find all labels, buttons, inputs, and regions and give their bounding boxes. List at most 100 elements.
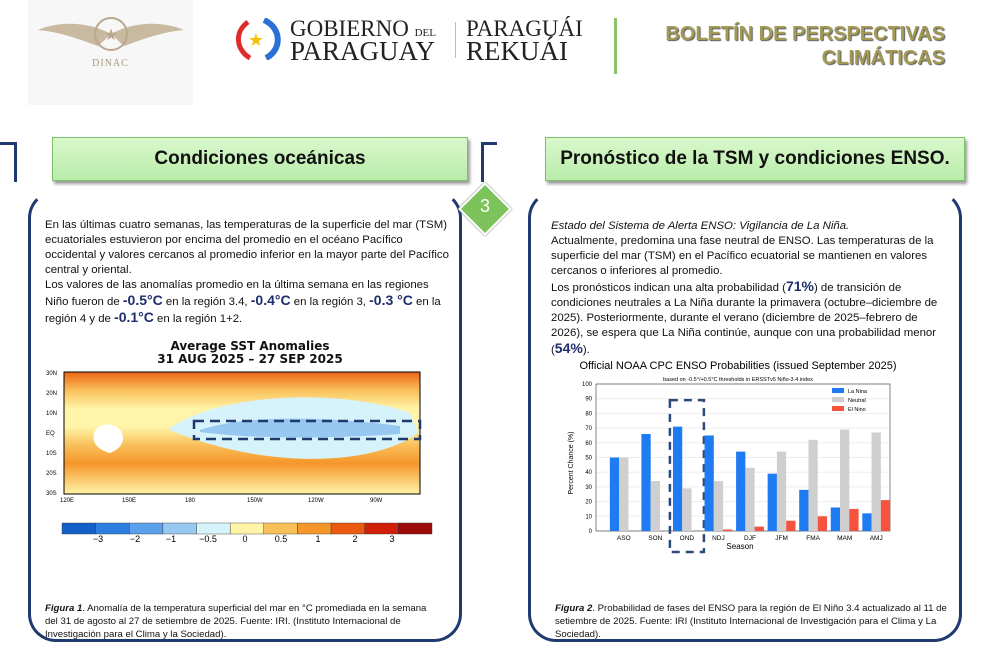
svg-text:−2: −2: [130, 534, 140, 544]
dinac-label: DINAC: [92, 58, 129, 69]
colorbar: [61, 522, 433, 535]
svg-text:EQ: EQ: [46, 431, 55, 437]
page-number: 3: [479, 196, 490, 216]
divider: [455, 22, 456, 58]
bar-la-nina-jfm: [767, 473, 777, 531]
y-axis-label: Percent Chance (%): [568, 431, 575, 494]
dinac-logo: ★ DINAC: [28, 0, 193, 105]
y-tick-label: 20: [585, 500, 592, 506]
figure2-caption: Figura 2. Probabilidad de fases del ENSO…: [555, 603, 947, 640]
svg-text:150E: 150E: [122, 498, 136, 504]
bar-la-nina-amj: [862, 513, 872, 531]
divider: [481, 142, 484, 182]
left-body: En las últimas cuatro semanas, las tempe…: [45, 218, 450, 327]
svg-text:★: ★: [104, 27, 118, 44]
svg-text:30N: 30N: [46, 371, 57, 377]
legend-swatch: [832, 406, 844, 411]
highlight-box: [668, 398, 706, 554]
svg-text:20S: 20S: [46, 471, 57, 477]
bar-la-nina-fma: [799, 489, 809, 531]
bar-el-nino-jfm: [786, 520, 796, 531]
bar-neutral-ond: [682, 488, 692, 531]
colorbar-labels: −3 −2 −1 −0.5 0 0.5 1 2 3: [93, 534, 395, 544]
svg-text:−0.5: −0.5: [199, 534, 217, 544]
map-axis-labels: 30N 20N 10N EQ 10S 20S 30S 120E 150E 180 150W 120W…: [46, 371, 383, 504]
bar-neutral-jfm: [776, 451, 787, 531]
svg-text:0: 0: [242, 534, 247, 544]
x-tick-label: DJF: [744, 535, 756, 542]
svg-text:120E: 120E: [60, 498, 74, 504]
colorbar-segment: [196, 522, 231, 535]
y-tick-label: 70: [585, 426, 592, 432]
x-tick-label: FMA: [806, 535, 820, 542]
sst-anomaly-map: 30N 20N 10N EQ 10S 20S 30S 120E 150E 180 150W 120W…: [46, 371, 433, 544]
chart-subtitle: based on -0.5°/+0.5°C thresholds in ERSS…: [663, 377, 813, 383]
left-heading: Condiciones oceánicas: [52, 137, 468, 181]
svg-text:−1: −1: [166, 534, 176, 544]
x-tick-label: OND: [680, 535, 695, 542]
bar-la-nina-son: [641, 433, 651, 531]
paragraph: Actualmente, predomina una fase neutral …: [551, 235, 934, 277]
x-tick-label: SON: [648, 535, 662, 542]
y-tick-label: 60: [585, 441, 592, 447]
legend-label: Neutral: [848, 398, 866, 404]
bar-la-nina-djf: [736, 451, 746, 531]
y-tick-label: 90: [585, 397, 592, 403]
svg-text:3: 3: [389, 534, 394, 544]
rekuai-line1: PARAGUÁI: [466, 16, 583, 41]
x-tick-label: MAM: [837, 535, 852, 542]
colorbar-segment: [61, 522, 96, 535]
legend-label: El Nino: [848, 407, 866, 413]
colorbar-segment: [330, 522, 365, 535]
y-tick-label: 50: [585, 456, 592, 462]
divider: [481, 142, 497, 145]
gov-line1: GOBIERNO DEL: [290, 16, 436, 41]
bar-el-nino-amj: [880, 500, 891, 531]
svg-text:180: 180: [185, 498, 196, 504]
bar-el-nino-fma: [817, 516, 828, 531]
bar-neutral-aso: [619, 457, 629, 531]
bar-neutral-son: [650, 481, 660, 531]
bar-neutral-mam: [840, 429, 850, 531]
figure1-caption: Figura 1. Anomalía de la temperatura sup…: [45, 603, 427, 640]
y-tick-label: 80: [585, 411, 592, 417]
bar-la-nina-aso: [609, 457, 620, 531]
svg-text:10N: 10N: [46, 411, 57, 417]
right-heading: Pronóstico de la TSM y condiciones ENSO.: [545, 137, 965, 181]
colorbar-segment: [398, 522, 433, 535]
rekuai-line2: REKUÁI: [466, 36, 568, 66]
enso-probability-chart: Official NOAA CPC ENSO Probabilities (is…: [568, 360, 897, 554]
map-title: Average SST Anomalies 31 AUG 2025 – 27 SE…: [157, 339, 343, 366]
svg-text:−3: −3: [93, 534, 103, 544]
x-axis-label: Season: [726, 542, 753, 551]
x-tick-label: NDJ: [712, 535, 725, 542]
legend-swatch: [832, 388, 844, 393]
paragraph: Los pronósticos indican una alta probabi…: [551, 278, 938, 357]
gov-line2: PARAGUAY: [290, 36, 436, 66]
svg-text:2: 2: [352, 534, 357, 544]
left-panel: [28, 190, 462, 642]
bar-neutral-djf: [745, 467, 755, 531]
y-tick-label: 10: [585, 514, 592, 520]
colorbar-segment: [95, 522, 130, 535]
divider: [14, 142, 17, 182]
x-tick-label: ASO: [617, 535, 631, 542]
y-tick-label: 40: [585, 470, 592, 476]
bar-la-nina-ndj: [704, 435, 714, 531]
bulletin-title: BOLETÍN DE PERSPECTIVAS CLIMÁTICAS: [665, 23, 945, 69]
colorbar-segment: [229, 522, 265, 535]
divider: [614, 18, 617, 74]
divider: [0, 142, 16, 145]
svg-text:20N: 20N: [46, 391, 57, 397]
colorbar-segment: [297, 522, 332, 535]
svg-text:90W: 90W: [370, 498, 383, 504]
svg-text:30S: 30S: [46, 491, 57, 497]
legend-label: La Nina: [848, 389, 868, 395]
wings-emblem-icon: ★: [38, 17, 184, 51]
paragraph: Los valores de las anomalías promedio en…: [45, 279, 441, 325]
bar-neutral-fma: [808, 439, 818, 531]
chart-title: Official NOAA CPC ENSO Probabilities (is…: [579, 360, 896, 372]
x-tick-label: JFM: [775, 535, 788, 542]
right-body: Estado del Sistema de Alerta ENSO: Vigil…: [551, 219, 951, 358]
bar-la-nina-mam: [830, 507, 841, 531]
